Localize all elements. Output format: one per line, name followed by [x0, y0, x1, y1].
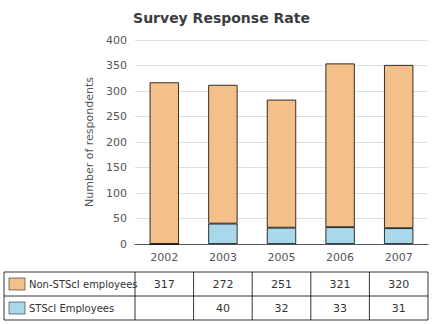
svg-text:317: 317 [154, 278, 175, 291]
svg-text:2006: 2006 [326, 251, 354, 264]
svg-text:40: 40 [216, 302, 230, 315]
svg-text:0: 0 [120, 238, 127, 251]
svg-text:100: 100 [106, 187, 127, 200]
svg-text:2002: 2002 [150, 251, 178, 264]
svg-text:Number of respondents: Number of respondents [83, 77, 96, 207]
svg-text:300: 300 [106, 85, 127, 98]
svg-text:200: 200 [106, 136, 127, 149]
svg-text:2003: 2003 [209, 251, 237, 264]
svg-text:STScI Employees: STScI Employees [29, 303, 114, 314]
svg-text:272: 272 [212, 278, 233, 291]
svg-text:250: 250 [106, 110, 127, 123]
svg-text:2007: 2007 [385, 251, 413, 264]
svg-text:31: 31 [392, 302, 406, 315]
svg-text:400: 400 [106, 34, 127, 47]
svg-text:150: 150 [106, 161, 127, 174]
svg-text:33: 33 [333, 302, 347, 315]
svg-text:320: 320 [388, 278, 409, 291]
svg-text:350: 350 [106, 59, 127, 72]
svg-text:321: 321 [330, 278, 351, 291]
svg-text:Survey Response Rate: Survey Response Rate [133, 10, 310, 26]
svg-text:Non-STScI employees: Non-STScI employees [29, 279, 138, 290]
svg-text:50: 50 [113, 212, 127, 225]
svg-text:251: 251 [271, 278, 292, 291]
svg-text:32: 32 [275, 302, 289, 315]
svg-text:2005: 2005 [268, 251, 296, 264]
